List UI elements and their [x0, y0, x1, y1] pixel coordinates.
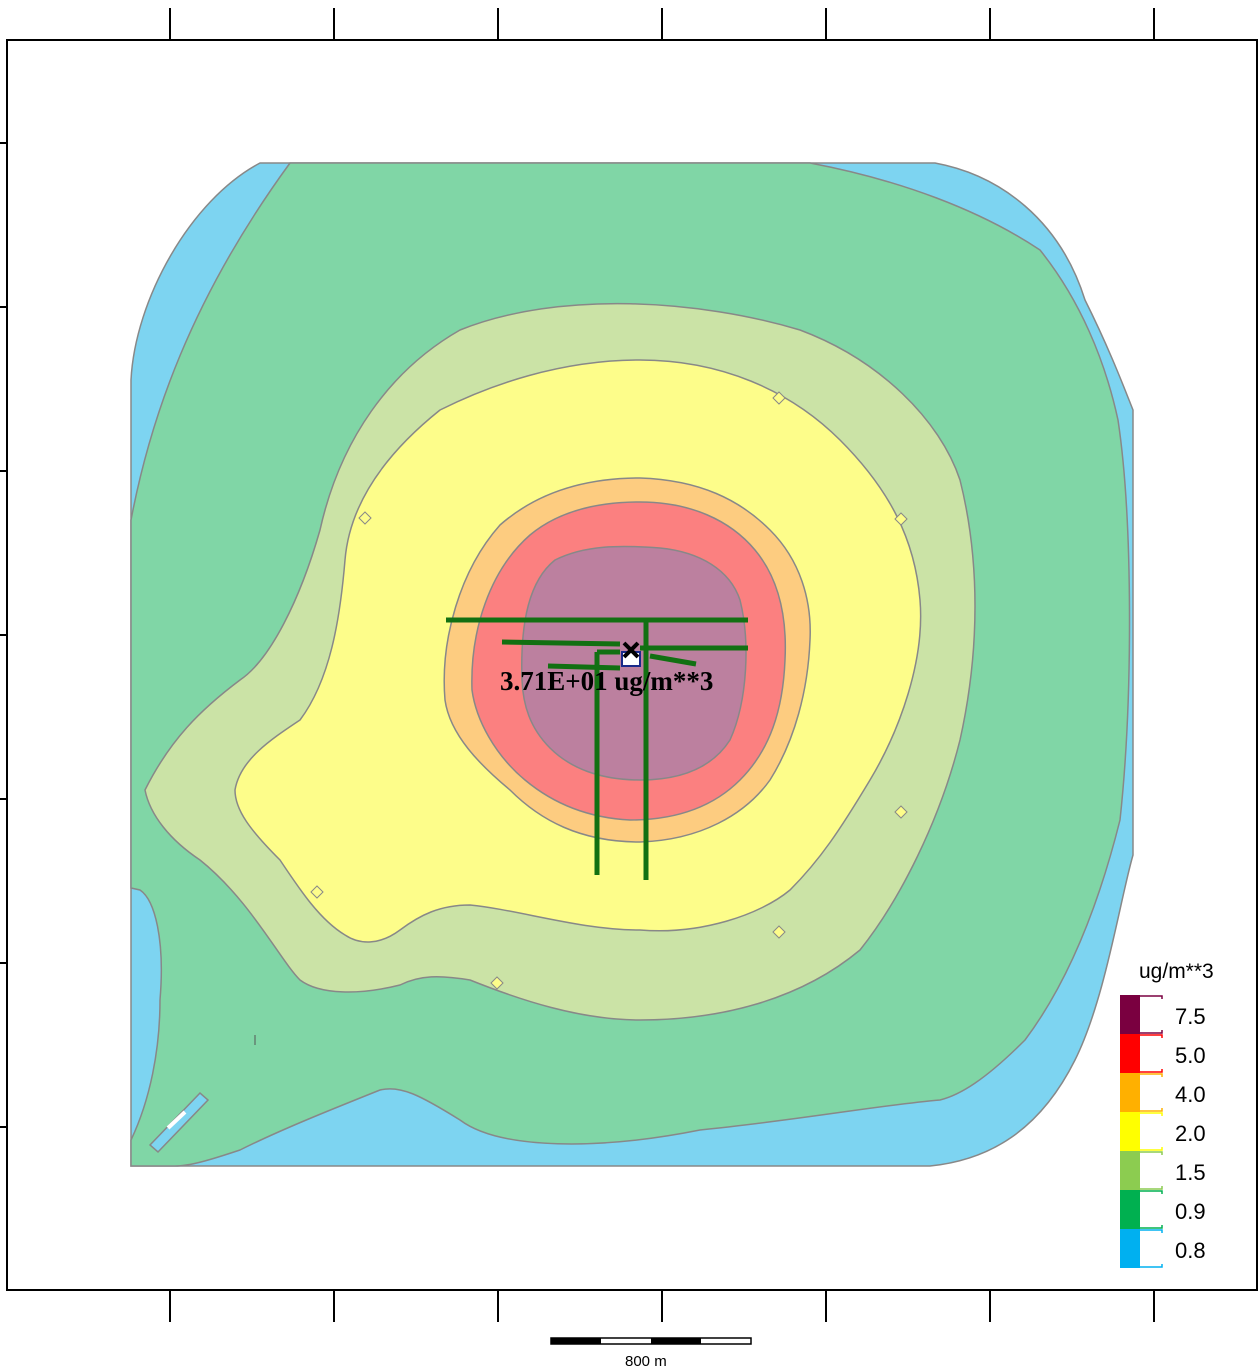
legend-swatch — [1120, 1151, 1140, 1190]
legend-title: ug/m**3 — [1139, 960, 1214, 983]
legend-value-label: 4.0 — [1175, 1082, 1206, 1107]
bottom-ticks — [169, 1290, 1155, 1322]
legend-bracket — [1140, 1229, 1163, 1268]
legend-swatch — [1120, 1034, 1140, 1073]
legend-bracket — [1140, 1151, 1163, 1190]
legend-value-label: 2.0 — [1175, 1121, 1206, 1146]
receptor-markers — [310, 391, 908, 990]
legend-value-label: 1.5 — [1175, 1160, 1206, 1185]
legend-swatch — [1120, 1112, 1140, 1151]
legend-bracket — [1140, 1073, 1163, 1112]
legend-value-label: 7.5 — [1175, 1004, 1206, 1029]
scale-bar: 800 m — [550, 1337, 752, 1368]
source-marker — [621, 641, 641, 667]
legend-value-label: 5.0 — [1175, 1043, 1206, 1068]
scale-bar-label: 800 m — [625, 1353, 667, 1368]
top-ticks — [169, 8, 1155, 40]
boat-shape — [148, 1091, 210, 1154]
legend-swatch — [1120, 1190, 1140, 1229]
source-x-icon — [622, 641, 640, 659]
legend-bracket — [1140, 995, 1163, 1034]
legend-bracket — [1140, 1034, 1163, 1073]
legend: ug/m**3 7.5 5.0 4.0 2.0 1.5 0.9 0.8 — [1120, 960, 1214, 1268]
legend-value-label: 0.9 — [1175, 1199, 1206, 1224]
legend-bracket — [1140, 1190, 1163, 1229]
legend-swatch — [1120, 1229, 1140, 1268]
road-lines — [446, 617, 748, 880]
legend-swatch — [1120, 1073, 1140, 1112]
legend-bracket — [1140, 1112, 1163, 1151]
legend-value-label: 0.8 — [1175, 1238, 1206, 1263]
left-ticks — [0, 142, 7, 1128]
legend-swatch — [1120, 995, 1140, 1034]
peak-value-label: 3.71E+01 ug/m**3 — [500, 666, 713, 696]
